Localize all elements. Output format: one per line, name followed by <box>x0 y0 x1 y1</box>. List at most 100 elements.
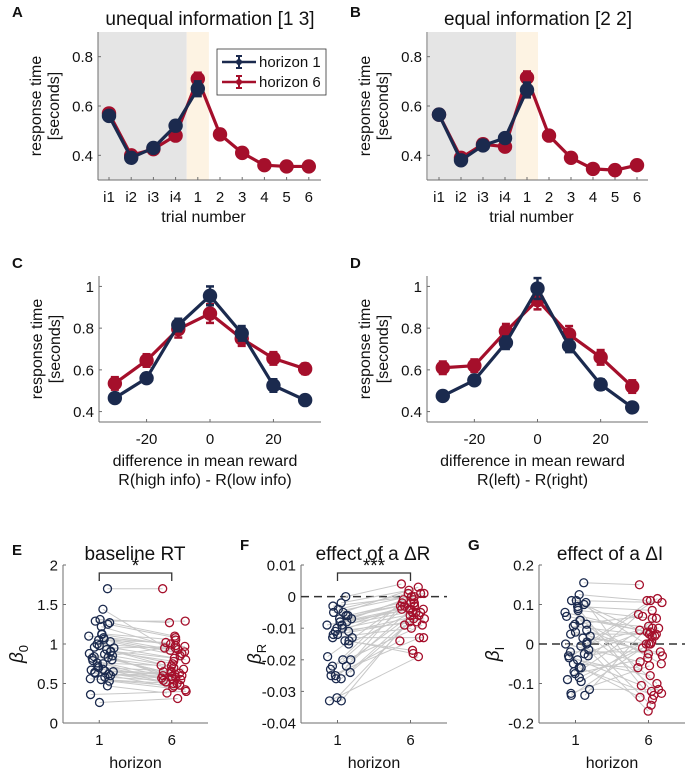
y-axis-label: βI <box>483 647 507 662</box>
x-tick-label: 6 <box>644 732 652 749</box>
data-point <box>519 82 535 98</box>
data-point <box>653 623 664 633</box>
data-point <box>101 108 117 124</box>
series-horizon-1 <box>322 591 357 706</box>
data-point <box>328 601 338 611</box>
data-point <box>181 686 191 697</box>
data-point <box>405 617 415 627</box>
subject-pair-line <box>336 621 411 699</box>
subject-pair-line <box>109 622 175 637</box>
data-point <box>564 653 574 663</box>
panel-label: D <box>350 255 361 272</box>
x-tick-label: i2 <box>455 189 467 206</box>
x-tick-label: 3 <box>238 189 246 206</box>
data-point <box>396 579 407 589</box>
data-point <box>99 634 109 644</box>
x-tick-label: 6 <box>633 189 641 206</box>
beta-subscript: 0 <box>16 645 31 652</box>
subject-pair-line <box>584 625 649 696</box>
subject-pair-line <box>340 624 405 702</box>
panel-title: unequal information [1 3] <box>105 9 314 30</box>
panel-title: equal information [2 2] <box>444 9 632 30</box>
subject-pair-line <box>346 605 415 667</box>
y-axis-label-line2: [seconds] <box>375 315 392 383</box>
x-tick-label: 2 <box>216 189 224 206</box>
subject-pair-line <box>589 635 662 694</box>
data-point <box>573 605 583 616</box>
data-point <box>104 676 114 686</box>
data-point <box>322 651 333 662</box>
data-point <box>566 690 576 700</box>
data-point <box>169 656 179 667</box>
data-point <box>156 660 166 670</box>
y-axis-label-line2: [seconds] <box>47 315 64 383</box>
data-point <box>647 637 657 647</box>
data-point <box>643 621 654 631</box>
x-tick-label: 1 <box>194 189 202 206</box>
subject-pair-line <box>342 586 419 613</box>
data-point <box>146 140 161 156</box>
subject-pair-line <box>577 605 653 611</box>
significance-bracket <box>98 572 173 581</box>
x-tick-label: 5 <box>282 189 290 206</box>
data-point <box>406 591 417 602</box>
legend-label: horizon 1 <box>259 54 321 71</box>
y-tick-label: 0.2 <box>513 558 534 575</box>
data-point <box>94 697 105 708</box>
beta-subscript: R <box>254 644 269 653</box>
y-axis-label: response time [seconds] <box>28 56 63 157</box>
subject-pair-line <box>583 582 640 586</box>
data-point <box>331 674 341 684</box>
x-tick-label: i3 <box>477 189 489 206</box>
panel-label: A <box>12 4 23 21</box>
y-tick-label: 1.5 <box>37 597 58 614</box>
y-axis-label-line1: response time <box>28 56 45 157</box>
x-tick-label: 6 <box>168 732 176 749</box>
data-point <box>84 631 94 641</box>
data-point <box>84 648 95 659</box>
x-tick-label: 0 <box>533 431 541 448</box>
y-tick-label: -0.1 <box>508 676 534 693</box>
subject-pair-line <box>580 667 641 698</box>
x-axis-label: horizon <box>109 755 161 772</box>
x-axis-label: horizon <box>348 755 400 772</box>
x-tick-label: i4 <box>170 189 182 206</box>
data-point <box>158 584 168 594</box>
data-point <box>344 639 354 649</box>
subject-pair-line <box>108 673 172 677</box>
x-axis-label: trial number <box>161 209 246 226</box>
y-tick-label: 0.4 <box>73 404 94 421</box>
y-tick-label: 1 <box>86 279 94 296</box>
panel-d: D 0.4 0.6 0.8 1 response time [seconds] -20 0 20 d… <box>350 255 648 489</box>
data-point <box>279 159 294 174</box>
data-point <box>107 390 123 406</box>
data-point <box>212 127 228 142</box>
data-point <box>322 620 332 630</box>
data-point <box>413 651 424 662</box>
subject-pair-line <box>332 596 412 607</box>
subject-pair-line <box>573 614 639 673</box>
y-tick-label: 0.4 <box>401 148 422 165</box>
data-point <box>333 604 343 614</box>
panel-a: A 0.4 0.6 0.8 response time [seconds] i1 i2 i3 i4… <box>12 4 327 226</box>
panel-title: effect of a ΔI <box>557 544 663 565</box>
data-point <box>607 162 623 178</box>
data-point <box>98 604 108 614</box>
data-point <box>102 681 113 691</box>
data-point <box>345 667 355 678</box>
data-point <box>435 388 450 404</box>
subject-pair-line <box>104 638 182 654</box>
panel-title: effect of a ΔR <box>316 544 431 565</box>
data-point <box>297 361 313 377</box>
data-point <box>168 682 178 693</box>
data-point <box>105 670 116 681</box>
subject-pair-line <box>574 615 643 625</box>
data-point <box>644 661 655 671</box>
panel-label: C <box>12 255 23 272</box>
data-point <box>582 625 592 635</box>
panel-label: E <box>12 542 22 559</box>
x-tick-label: 6 <box>406 732 414 749</box>
data-point <box>92 639 102 649</box>
beta-symbol: β <box>245 653 266 665</box>
